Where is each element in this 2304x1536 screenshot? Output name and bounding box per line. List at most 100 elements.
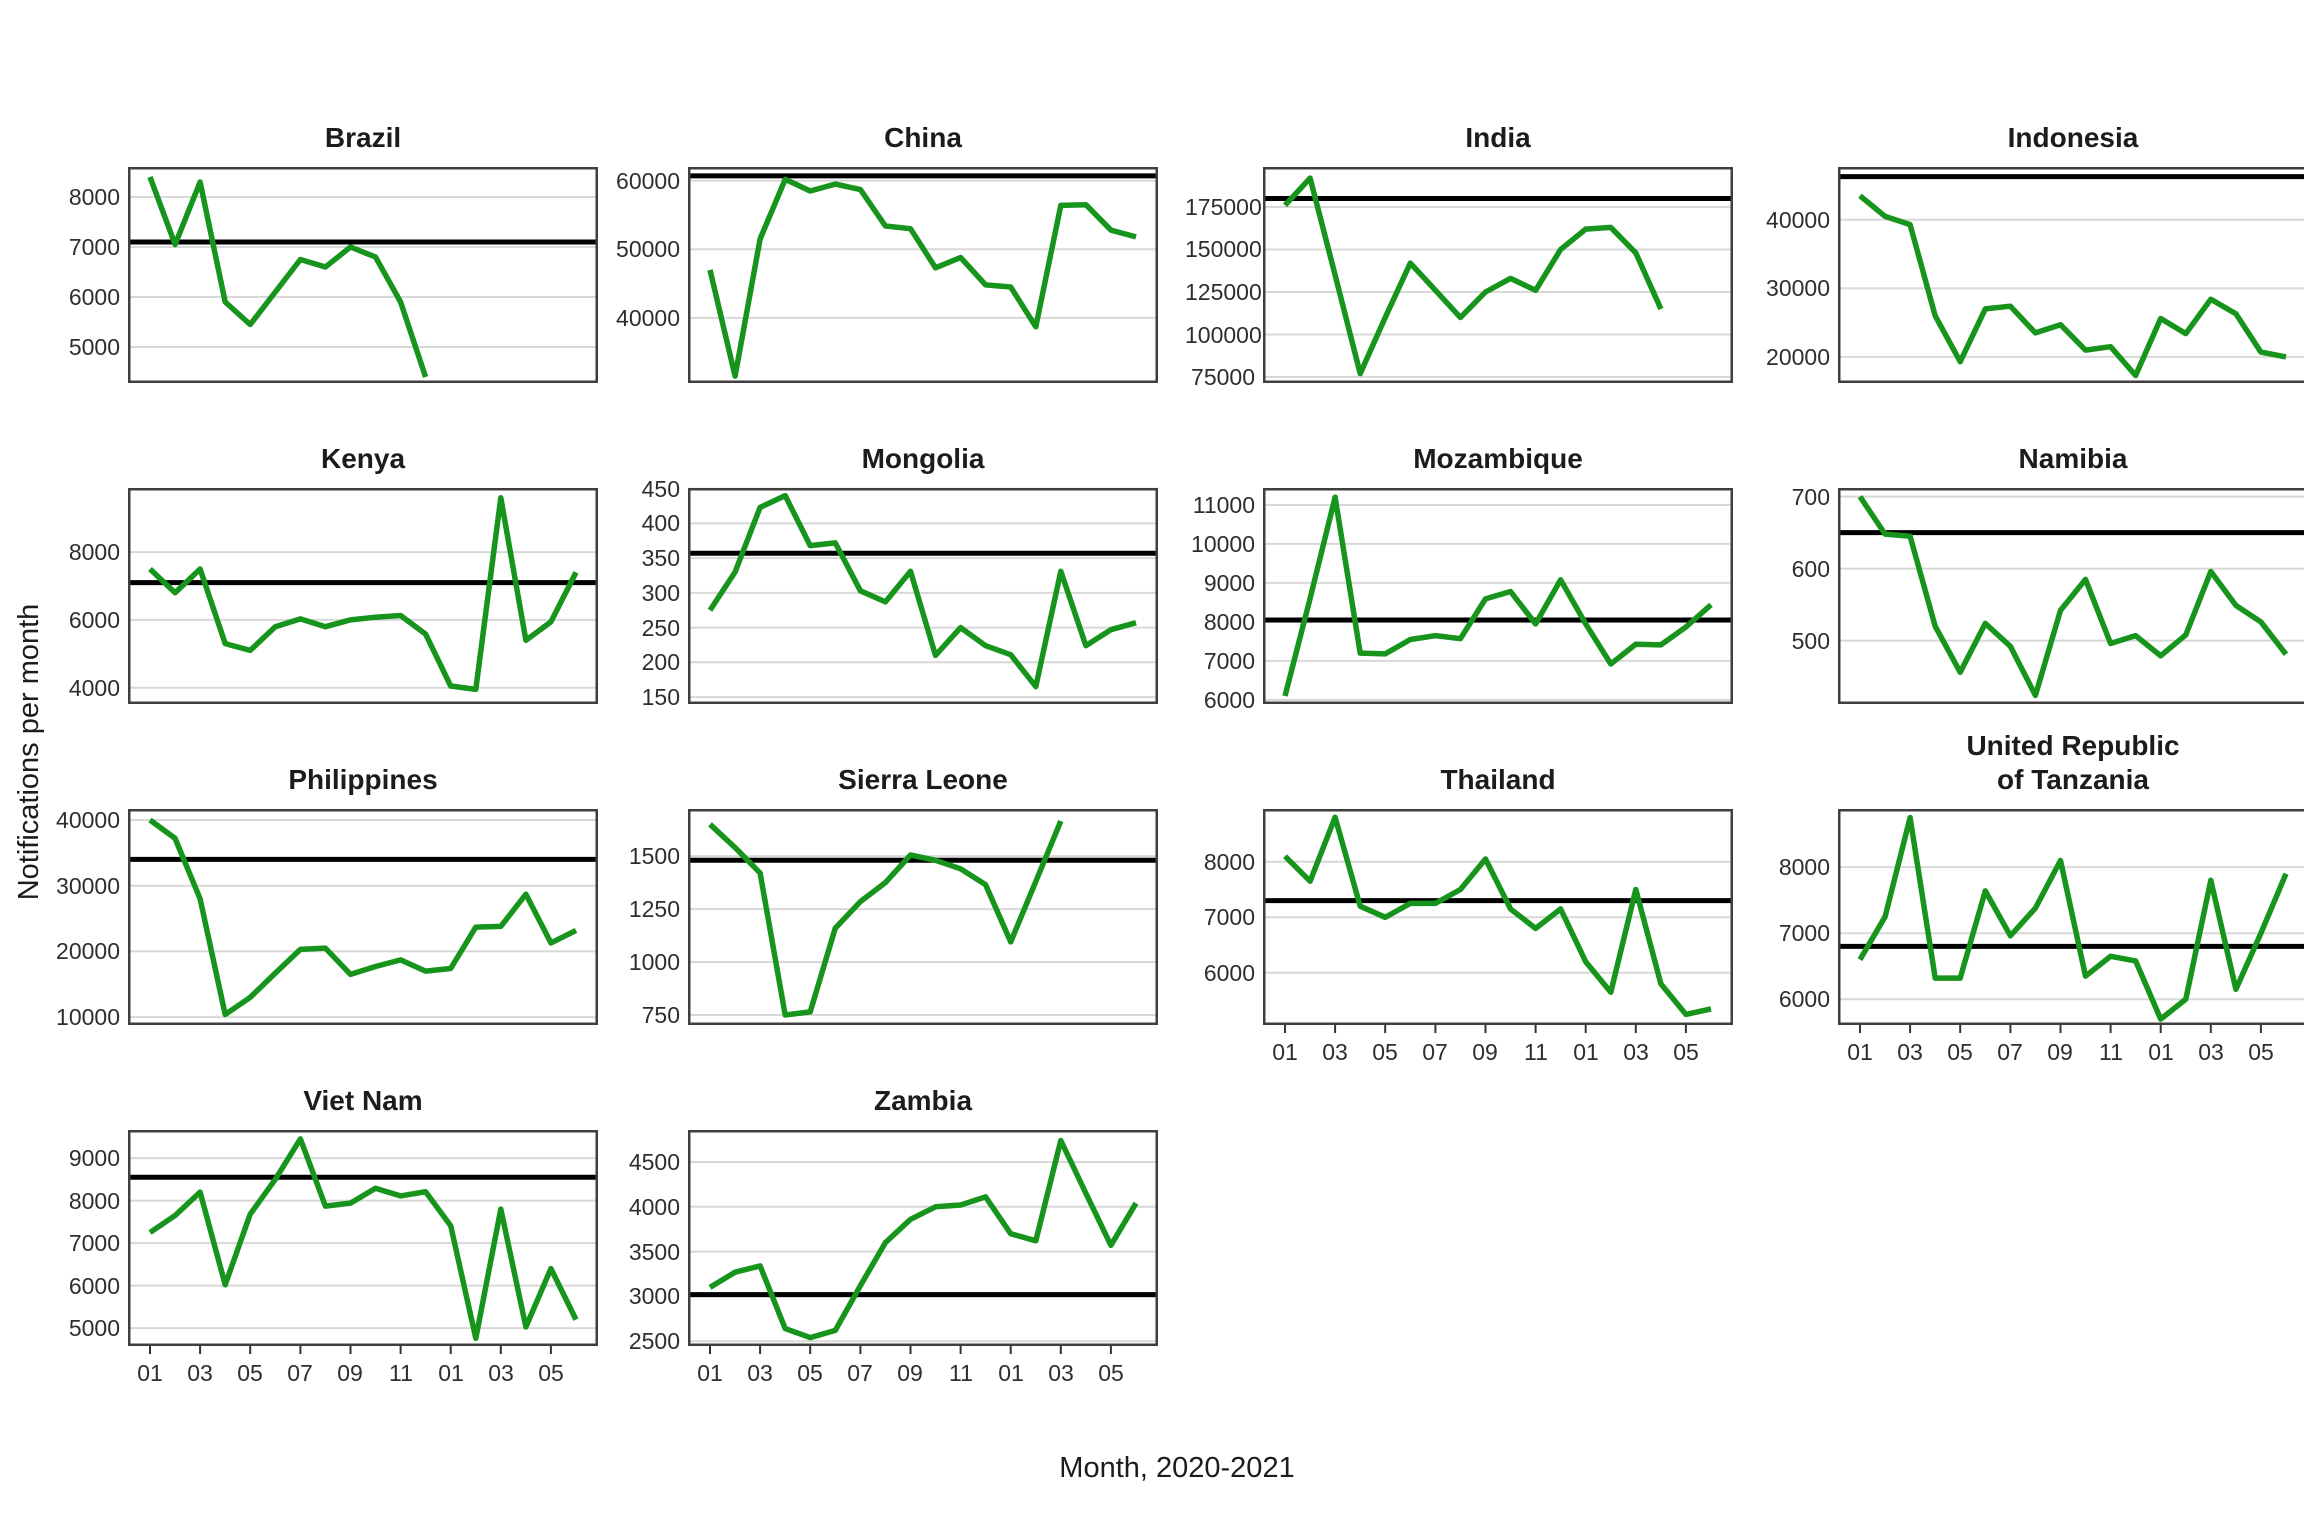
y-tick-label: 200 [641,649,680,675]
data-series-line [1282,175,1664,377]
panel-india: India 175000 150000 125000 100000 75000 [1185,95,1760,416]
line-chart-svg [688,167,1158,383]
panel-indonesia: Indonesia 40000 30000 20000 [1760,95,2304,416]
x-tick-label: 01 [998,1360,1024,1386]
y-tick-label: 1000 [628,949,680,975]
panel-title: China [884,122,962,153]
data-series-line [708,1137,1139,1341]
y-tick-label: 30000 [56,873,120,899]
data-series-line [147,176,429,378]
plot-area: 8000 6000 4000 [69,488,598,704]
y-tick-label: 6000 [1778,986,1830,1012]
data-series-line [707,176,1137,379]
panel-title: Philippines [288,764,438,795]
x-tick-label: 01 [137,1360,163,1386]
data-series-line [148,817,578,1018]
x-tick-label: 05 [1098,1360,1124,1386]
panel-sierra-leone: Sierra Leone 1500 1250 1000 750 [610,737,1185,1058]
plot-area: 700 600 500 [1792,484,2304,704]
panel-mozambique: Mozambique 11000 10000 9000 8000 7000 6000 [1185,416,1760,737]
panel-united-republic-of-tanzania: United Republic of Tanzania 8000 7000 6000 01… [1760,730,2304,1065]
data-series-line [1282,494,1713,697]
x-tick-label: 03 [488,1360,514,1386]
y-tick-label: 5000 [68,334,120,360]
y-tick-label: 150000 [1185,236,1262,262]
y-tick-label: 8000 [68,1188,120,1214]
x-tick-label: 05 [2248,1039,2274,1065]
data-series-line [148,1136,579,1342]
panel-zambia: Zambia 4500 4000 3500 3000 2500 01 03 05 07 09 11 01… [610,1058,1185,1386]
x-tick-label: 03 [1623,1039,1649,1065]
line-chart-svg [1263,488,1733,704]
line-chart-svg [128,1130,598,1354]
plot-area: 9000 8000 7000 6000 5000 01 03 05 07 09 11 01 03 05 [69,1130,598,1386]
y-tick-label: 4000 [628,1194,680,1220]
panel-philippines: Philippines 40000 30000 20000 10000 [50,737,610,1058]
panel-mongolia: Mongolia 450 400 350 300 250 200 150 [610,416,1185,737]
y-tick-label: 750 [641,1002,680,1028]
panel-title: Namibia [2018,443,2128,474]
x-tick-label: 11 [1524,1039,1548,1065]
panel-title: Viet Nam [303,1085,423,1116]
panel-title: Kenya [320,443,406,474]
panel-title: Sierra Leone [838,764,1008,795]
x-tick-label: 03 [1897,1039,1923,1065]
plot-area: 175000 150000 125000 100000 75000 [1185,167,1733,390]
x-tick-label: 03 [187,1360,213,1386]
y-tick-label: 6000 [1203,687,1255,713]
y-tick-label: 6000 [68,607,120,633]
y-tick-label: 6000 [68,1273,120,1299]
y-tick-label: 125000 [1185,279,1262,305]
y-tick-label: 2500 [628,1328,680,1354]
y-tick-label: 1500 [628,843,680,869]
x-tick-label: 01 [1272,1039,1298,1065]
line-chart-svg [1838,809,2304,1033]
panel-brazil: Brazil 8000 7000 6000 5000 [50,95,610,416]
line-chart-svg [1263,809,1733,1033]
y-tick-label: 500 [1791,628,1830,654]
y-tick-label: 450 [641,476,680,502]
x-axis-title: Month, 2020-2021 [1059,1452,1295,1484]
y-tick-label: 6000 [68,284,120,310]
x-tick-label: 01 [438,1360,464,1386]
x-tick-label: 09 [337,1360,363,1386]
y-tick-label: 40000 [1766,207,1830,233]
y-tick-label: 75000 [1191,364,1255,390]
panel-title: Thailand [1440,764,1556,795]
y-tick-label: 60000 [616,168,680,194]
x-tick-label: 03 [2198,1039,2224,1065]
y-tick-label: 50000 [616,236,680,262]
y-tick-label: 350 [641,545,680,571]
x-tick-label: 05 [1372,1039,1398,1065]
y-tick-label: 20000 [1766,344,1830,370]
x-tick-label: 11 [949,1360,973,1386]
panel-china: China 60000 50000 40000 [610,95,1185,416]
plot-area: 40000 30000 20000 [1766,167,2304,383]
x-tick-label: 07 [1997,1039,2023,1065]
data-series-line [1857,814,2289,1022]
line-chart-svg [128,809,598,1025]
plot-area: 4500 4000 3500 3000 2500 01 03 05 07 09 11 01 03 05 [629,1130,1158,1386]
line-chart-svg [1263,167,1733,383]
plot-area: 8000 7000 6000 5000 [69,167,598,383]
x-tick-label: 09 [2047,1039,2073,1065]
x-tick-label: 05 [237,1360,263,1386]
panel-title: Brazil [324,122,402,153]
data-series-line [707,492,1137,690]
x-tick-label: 07 [287,1360,313,1386]
y-tick-label: 7000 [1203,648,1255,674]
panel-title: Zambia [873,1085,973,1116]
panel-viet-nam: Viet Nam 9000 8000 7000 6000 5000 01 03 05 07 09 11… [50,1058,610,1386]
panel-title: Mozambique [1413,443,1583,474]
x-tick-label: 03 [1048,1360,1074,1386]
line-chart-svg [128,488,598,704]
panel-kenya: Kenya 8000 6000 4000 [50,416,610,737]
plot-area: 60000 50000 40000 [616,167,1158,383]
y-tick-label: 10000 [1191,531,1255,557]
y-tick-label: 8000 [68,539,120,565]
y-tick-label: 9000 [68,1145,120,1171]
y-tick-label: 400 [641,510,680,536]
x-tick-label: 01 [2148,1039,2174,1065]
x-tick-label: 07 [1422,1039,1448,1065]
